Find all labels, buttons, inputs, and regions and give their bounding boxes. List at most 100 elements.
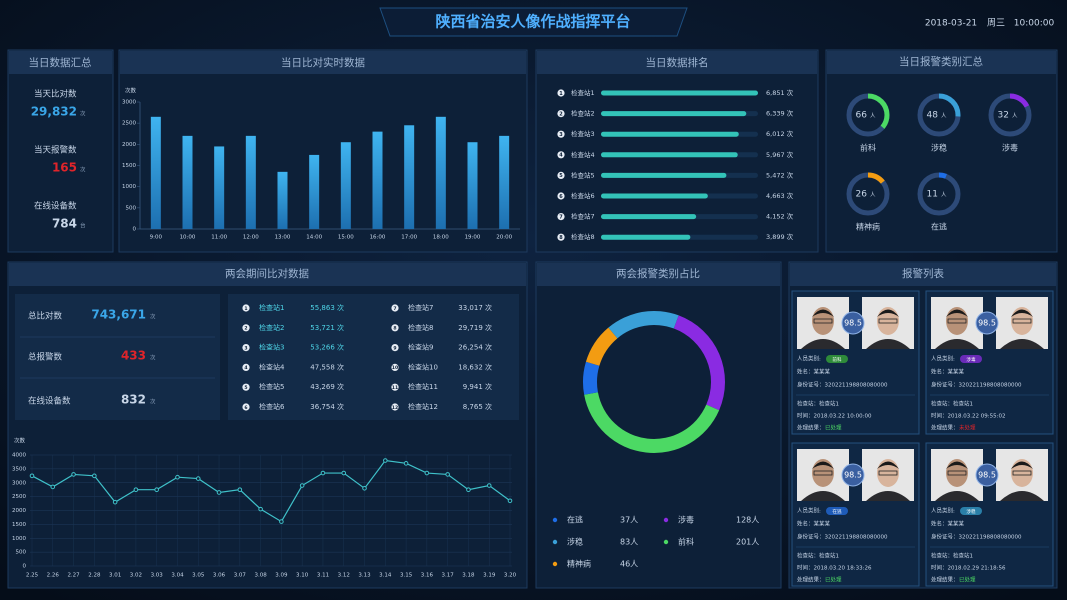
result: 已处理 <box>825 424 842 432</box>
rank-badge <box>557 192 565 200</box>
rank-number: 6 <box>559 194 563 200</box>
result: 已处理 <box>959 576 976 584</box>
period-label: 总比对数 <box>28 311 63 322</box>
bar <box>214 146 225 229</box>
x-tick-label: 3.02 <box>130 573 142 579</box>
y-tick-label: 500 <box>126 205 137 211</box>
rank-number: 7 <box>393 306 396 312</box>
photo-glasses <box>1012 318 1032 324</box>
date: 2018-03-21 <box>925 19 977 29</box>
x-tick-label: 3.17 <box>442 573 455 579</box>
point <box>403 461 409 466</box>
category: 在逃 <box>832 508 842 515</box>
x-tick-label: 3.01 <box>109 573 121 579</box>
y-tick-label: 2000 <box>122 142 136 148</box>
station-value: 36,754 次 <box>310 402 344 411</box>
photo-hair <box>946 461 968 469</box>
rank-number: 5 <box>244 385 247 391</box>
rank-badge <box>391 403 399 411</box>
x-tick-label: 3.07 <box>234 573 247 579</box>
rank-bar <box>601 90 758 96</box>
x-tick-label: 3.08 <box>254 573 267 579</box>
category: 前科 <box>832 356 842 363</box>
rank-number: 7 <box>559 214 563 220</box>
result-label: 处理结果： <box>797 424 825 432</box>
rank-badge <box>557 110 565 118</box>
y-tick-label: 0 <box>23 564 27 570</box>
x-tick-label: 9:00 <box>150 235 163 241</box>
station-name: 检查站5 <box>571 170 595 179</box>
photo-body <box>866 491 910 501</box>
station-name: 检查站3 <box>259 343 284 352</box>
panel-title: 两会报警类别占比 <box>616 267 700 280</box>
rank-badge <box>242 304 250 312</box>
rank-number: 1 <box>244 306 247 312</box>
x-tick-label: 19:00 <box>465 235 481 241</box>
person-name: 姓名：某某某 <box>931 368 965 376</box>
bar <box>404 125 415 229</box>
bar <box>245 135 256 229</box>
score: 98.5 <box>978 471 996 480</box>
station-name: 检查站6 <box>571 191 595 200</box>
x-tick-label: 11:00 <box>211 235 227 241</box>
category-label: 人员类别: <box>931 507 955 515</box>
photo-hair <box>877 309 899 317</box>
rank-badge <box>391 383 399 391</box>
gauge-value: 66 <box>856 111 868 121</box>
category-label: 人员类别: <box>931 355 955 363</box>
x-tick-label: 17:00 <box>401 235 417 241</box>
gauge-unit: 人 <box>1012 113 1018 120</box>
legend-label: 在逃 <box>567 515 583 525</box>
rank-badge <box>557 171 565 179</box>
station: 检查站：检查站1 <box>797 400 839 408</box>
x-tick-label: 3.12 <box>338 573 350 579</box>
point <box>216 490 222 495</box>
rank-bar <box>601 234 691 240</box>
gauge-value: 11 <box>927 190 938 200</box>
x-tick-label: 3.06 <box>213 573 226 579</box>
summary-value: 29,832 <box>31 105 77 119</box>
x-tick-label: 3.04 <box>171 573 184 579</box>
x-tick-label: 3.11 <box>317 573 329 579</box>
point <box>320 470 326 476</box>
rank-number: 6 <box>244 405 247 411</box>
line <box>31 459 511 523</box>
station-value: 55,863 次 <box>310 303 344 312</box>
y-tick-label: 3000 <box>12 480 26 486</box>
weekday: 周三 <box>987 18 1005 29</box>
point <box>258 506 263 512</box>
station-name: 检查站4 <box>259 362 285 371</box>
period-unit: 次 <box>150 354 156 362</box>
legend-dot <box>552 561 558 567</box>
panel-header <box>9 263 526 286</box>
period-unit: 次 <box>150 398 156 406</box>
y-tick-label: 1000 <box>122 184 136 190</box>
panel <box>825 49 1058 253</box>
station: 检查站：检查站1 <box>931 552 973 560</box>
point <box>195 476 201 481</box>
score: 98.5 <box>844 471 862 480</box>
rank-number: 5 <box>559 173 563 179</box>
x-tick-label: 18:00 <box>433 235 449 241</box>
rank-badge <box>557 213 565 221</box>
result-label: 处理结果： <box>797 576 825 584</box>
time: 时间：2018.03.22 09:55:02 <box>931 412 1005 420</box>
station-name: 检查站5 <box>259 382 284 391</box>
photo-hair <box>812 309 834 317</box>
pie-slice <box>608 311 679 339</box>
category: 涉毒 <box>966 356 976 363</box>
page-title: 陕西省治安人像作战指挥平台 <box>435 13 630 31</box>
rank-bar <box>601 131 739 137</box>
photo-body <box>1000 491 1044 501</box>
legend-value: 201人 <box>736 538 759 547</box>
bar <box>499 135 510 229</box>
rank-number: 11 <box>392 385 398 391</box>
photo-hair <box>1011 309 1033 317</box>
x-tick-label: 3.16 <box>421 573 434 579</box>
rank-badge <box>242 344 250 352</box>
value-label: 5,967 次 <box>766 150 794 159</box>
x-tick-label: 3.18 <box>462 573 475 579</box>
pie-slice <box>583 361 600 395</box>
station-value: 29,719 次 <box>458 323 492 332</box>
station-name: 检查站1 <box>571 88 595 97</box>
